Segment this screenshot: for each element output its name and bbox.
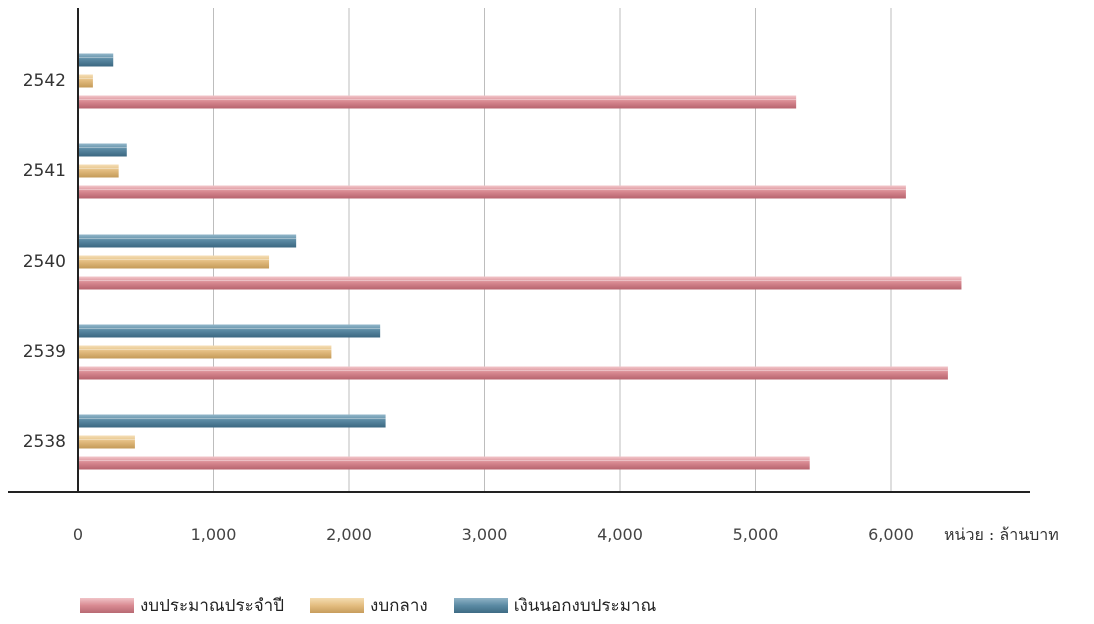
x-tick-label: 1,000 <box>191 525 237 544</box>
x-tick-label: 5,000 <box>733 525 779 544</box>
central-budget-bar <box>78 164 119 178</box>
legend-label-annual-budget: งบประมาณประจำปี <box>140 596 285 616</box>
legend-swatch-annual-budget <box>80 598 134 613</box>
x-tick-label: 2,000 <box>326 525 372 544</box>
annual-budget-bar <box>78 276 962 290</box>
legend: งบประมาณประจำปี งบกลาง เงินนอกงบประมาณ <box>80 592 656 619</box>
central-budget-bar <box>78 435 135 449</box>
axes <box>8 8 1030 493</box>
unit-label: หน่วย : ล้านบาท <box>944 525 1059 544</box>
tick-labels: 0 1,000 2,000 3,000 4,000 5,000 6,000 หน่วย : ล… <box>23 71 1059 544</box>
x-tick-label: 0 <box>73 525 83 544</box>
y-tick-label: 2541 <box>23 161 66 181</box>
x-tick-label: 6,000 <box>868 525 914 544</box>
y-tick-label: 2538 <box>23 432 66 452</box>
legend-swatch-central-budget <box>310 598 365 613</box>
legend-item-annual-budget: งบประมาณประจำปี <box>80 592 284 619</box>
y-tick-label: 2542 <box>23 71 66 91</box>
central-budget-bar <box>78 345 332 359</box>
legend-item-off-budget: เงินนอกงบประมาณ <box>453 592 657 619</box>
y-tick-label: 2540 <box>23 252 66 272</box>
annual-budget-bar <box>78 185 906 199</box>
x-tick-label: 4,000 <box>597 525 643 544</box>
legend-label-central-budget: งบกลาง <box>370 596 428 616</box>
annual-budget-bar <box>78 456 810 470</box>
bars <box>78 53 962 470</box>
annual-budget-bar <box>78 95 797 109</box>
annual-budget-bar <box>78 366 948 380</box>
central-budget-bar <box>78 74 93 88</box>
legend-label-off-budget: เงินนอกงบประมาณ <box>513 596 657 616</box>
off-budget-bar <box>78 53 114 67</box>
central-budget-bar <box>78 255 270 269</box>
off-budget-bar <box>78 143 127 157</box>
off-budget-bar <box>78 324 381 338</box>
x-tick-label: 3,000 <box>462 525 508 544</box>
off-budget-bar <box>78 414 386 428</box>
legend-swatch-off-budget <box>453 598 508 613</box>
y-tick-label: 2539 <box>23 342 66 362</box>
off-budget-bar <box>78 234 297 248</box>
legend-item-central-budget: งบกลาง <box>310 592 428 619</box>
grid-lines <box>213 8 892 492</box>
